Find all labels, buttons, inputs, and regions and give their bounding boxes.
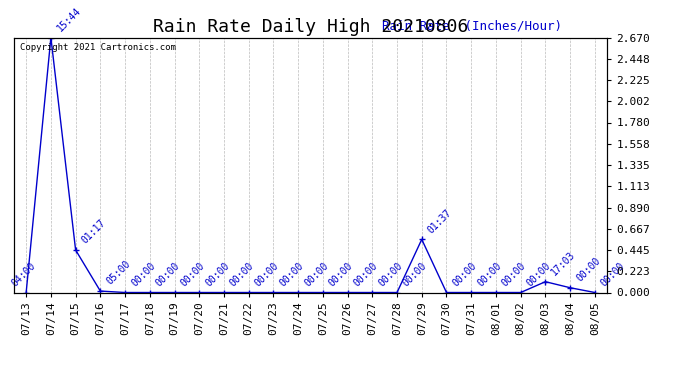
- Text: 00:00: 00:00: [525, 261, 553, 288]
- Text: 00:00: 00:00: [451, 261, 478, 288]
- Text: 00:00: 00:00: [228, 261, 256, 288]
- Text: 05:00: 05:00: [104, 259, 132, 287]
- Text: 00:00: 00:00: [179, 261, 206, 288]
- Text: 00:00: 00:00: [599, 261, 627, 288]
- Text: 01:17: 01:17: [80, 218, 108, 246]
- Text: 00:00: 00:00: [401, 261, 429, 288]
- Text: 00:00: 00:00: [352, 261, 380, 288]
- Text: 15:44: 15:44: [55, 6, 83, 33]
- Text: 00:00: 00:00: [302, 261, 330, 288]
- Text: 00:00: 00:00: [327, 261, 355, 288]
- Text: 00:00: 00:00: [129, 261, 157, 288]
- Text: 00:00: 00:00: [154, 261, 181, 288]
- Text: 00:00: 00:00: [204, 261, 231, 288]
- Text: Rain Rate  (Inches/Hour): Rain Rate (Inches/Hour): [382, 20, 562, 32]
- Text: 17:03: 17:03: [549, 250, 578, 278]
- Text: 00:00: 00:00: [377, 261, 404, 288]
- Text: 00:00: 00:00: [500, 261, 528, 288]
- Text: 01:37: 01:37: [426, 207, 454, 235]
- Title: Rain Rate Daily High 20210806: Rain Rate Daily High 20210806: [152, 18, 469, 36]
- Text: 00:00: 00:00: [574, 256, 602, 284]
- Text: 00:00: 00:00: [277, 261, 306, 288]
- Text: Copyright 2021 Cartronics.com: Copyright 2021 Cartronics.com: [20, 43, 176, 52]
- Text: 00:00: 00:00: [253, 261, 281, 288]
- Text: 00:00: 00:00: [475, 261, 503, 288]
- Text: 04:00: 04:00: [10, 261, 37, 288]
